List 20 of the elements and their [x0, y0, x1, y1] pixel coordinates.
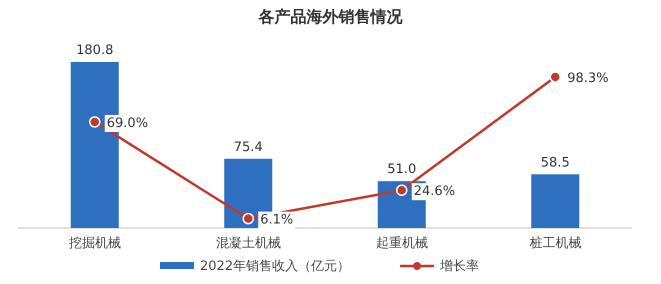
- point: [242, 212, 254, 224]
- chart-title: 各产品海外销售情况: [258, 8, 404, 26]
- data-label: 6.1%: [260, 212, 294, 228]
- x-tick-label: 挖掘机械: [68, 236, 121, 251]
- data-label: 24.6%: [414, 184, 456, 200]
- point: [396, 184, 408, 196]
- data-label: 69.0%: [106, 116, 148, 131]
- data-label: 180.8: [76, 43, 114, 58]
- x-tick-label: 混凝土机械: [216, 236, 281, 251]
- x-tick-label: 起重机械: [376, 236, 428, 251]
- legend-label: 2022年销售收入（亿元）: [200, 259, 350, 274]
- data-label: 75.4: [234, 140, 263, 155]
- data-label: 98.3%: [567, 70, 609, 86]
- point: [89, 116, 100, 128]
- data-label: 58.5: [540, 155, 570, 170]
- bar: [531, 174, 580, 228]
- x-tick-label: 桩工机械: [528, 236, 582, 251]
- point: [550, 71, 561, 83]
- legend-label: 增长率: [439, 258, 480, 274]
- data-label: 51.0: [387, 162, 416, 178]
